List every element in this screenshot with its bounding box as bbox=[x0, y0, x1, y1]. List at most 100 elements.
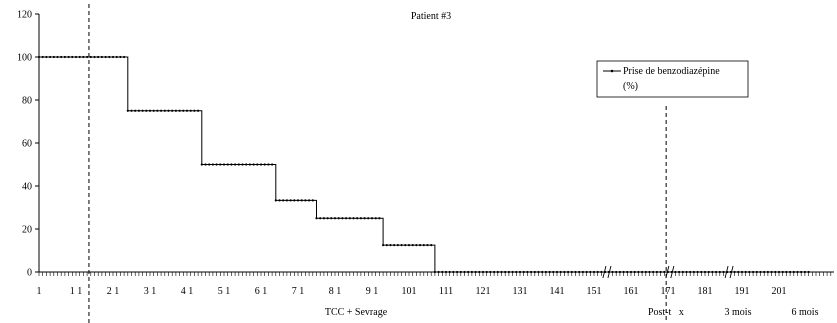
data-point bbox=[167, 109, 170, 112]
data-point bbox=[185, 109, 189, 112]
data-point bbox=[740, 270, 744, 274]
data-point bbox=[615, 270, 618, 274]
data-point bbox=[729, 270, 733, 274]
legend-label-unit: (%) bbox=[623, 81, 638, 92]
data-point bbox=[278, 199, 281, 202]
legend-label: Prise de benzodiazépine bbox=[623, 66, 720, 77]
y-tick-label: 40 bbox=[22, 182, 32, 193]
x-tick-label: 6 1 bbox=[255, 286, 268, 297]
data-point bbox=[530, 270, 533, 274]
data-point bbox=[644, 270, 647, 274]
legend-box bbox=[596, 60, 749, 98]
data-point bbox=[296, 199, 300, 202]
data-point bbox=[193, 109, 196, 112]
data-point bbox=[696, 270, 699, 274]
data-point bbox=[589, 270, 592, 274]
data-point bbox=[352, 217, 355, 220]
data-point bbox=[319, 217, 322, 220]
data-point bbox=[770, 270, 773, 274]
data-point bbox=[367, 217, 370, 220]
data-point bbox=[437, 270, 440, 274]
data-point bbox=[481, 270, 485, 274]
data-point bbox=[134, 109, 137, 112]
data-point bbox=[689, 270, 692, 274]
data-point bbox=[311, 199, 314, 202]
data-point bbox=[89, 55, 92, 59]
data-point bbox=[396, 244, 399, 247]
data-point bbox=[692, 270, 696, 274]
data-point bbox=[282, 199, 285, 202]
data-point bbox=[285, 199, 288, 202]
data-point bbox=[674, 270, 677, 274]
data-point bbox=[156, 109, 159, 112]
data-point bbox=[374, 217, 377, 220]
data-point bbox=[807, 270, 810, 274]
x-tick-label: 9 1 bbox=[366, 286, 379, 297]
data-point bbox=[407, 244, 411, 247]
data-point bbox=[152, 109, 155, 112]
data-point bbox=[441, 270, 444, 274]
data-point bbox=[467, 270, 470, 274]
data-point bbox=[341, 217, 344, 220]
data-point bbox=[74, 55, 78, 59]
data-point bbox=[45, 55, 48, 59]
phase-label-post-traitement: Post-t x bbox=[648, 307, 684, 318]
data-point bbox=[119, 55, 122, 59]
data-point bbox=[330, 217, 333, 220]
x-tick-label: 3 1 bbox=[144, 286, 157, 297]
data-point bbox=[715, 270, 718, 274]
legend: Prise de benzodiazépine (%) bbox=[596, 60, 749, 98]
data-point bbox=[592, 270, 596, 274]
data-point bbox=[211, 163, 214, 166]
data-point bbox=[263, 163, 266, 166]
x-tick-label: 4 1 bbox=[181, 286, 194, 297]
data-point bbox=[197, 109, 200, 112]
data-point bbox=[382, 244, 385, 247]
data-point bbox=[389, 244, 392, 247]
data-point bbox=[570, 270, 573, 274]
data-point bbox=[633, 270, 636, 274]
data-point bbox=[259, 163, 263, 166]
data-point bbox=[148, 109, 152, 112]
data-point bbox=[356, 217, 359, 220]
data-point bbox=[752, 270, 755, 274]
data-point bbox=[611, 270, 614, 274]
data-point bbox=[252, 163, 255, 166]
data-point bbox=[552, 270, 555, 274]
data-point bbox=[748, 270, 751, 274]
data-point bbox=[618, 270, 622, 274]
phase-label-6-mois: 6 mois bbox=[792, 307, 819, 318]
data-point bbox=[722, 270, 725, 274]
data-point bbox=[707, 270, 710, 274]
data-point bbox=[345, 217, 348, 220]
data-point bbox=[404, 244, 407, 247]
data-point bbox=[60, 55, 63, 59]
data-point bbox=[604, 270, 607, 274]
data-point bbox=[237, 163, 240, 166]
x-tick-label: 2 1 bbox=[107, 286, 120, 297]
x-tick-label: 5 1 bbox=[218, 286, 231, 297]
data-point bbox=[234, 163, 237, 166]
data-point bbox=[41, 55, 44, 59]
data-point bbox=[322, 217, 325, 220]
data-point bbox=[774, 270, 777, 274]
data-point bbox=[759, 270, 762, 274]
data-point bbox=[359, 217, 362, 220]
data-point bbox=[71, 55, 74, 59]
data-point bbox=[459, 270, 462, 274]
data-point bbox=[511, 270, 514, 274]
data-point bbox=[82, 55, 85, 59]
data-point bbox=[781, 270, 784, 274]
data-point bbox=[67, 55, 70, 59]
data-point bbox=[578, 270, 581, 274]
data-point bbox=[293, 199, 296, 202]
data-point bbox=[456, 270, 459, 274]
data-point bbox=[744, 270, 747, 274]
data-point bbox=[626, 270, 629, 274]
chart-title: Patient #3 bbox=[411, 11, 451, 22]
data-point bbox=[326, 217, 329, 220]
data-point bbox=[241, 163, 244, 166]
data-point bbox=[289, 199, 292, 202]
data-point bbox=[526, 270, 529, 274]
data-point bbox=[470, 270, 473, 274]
